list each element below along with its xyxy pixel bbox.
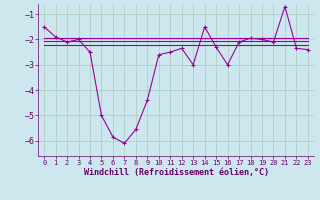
- X-axis label: Windchill (Refroidissement éolien,°C): Windchill (Refroidissement éolien,°C): [84, 168, 268, 177]
